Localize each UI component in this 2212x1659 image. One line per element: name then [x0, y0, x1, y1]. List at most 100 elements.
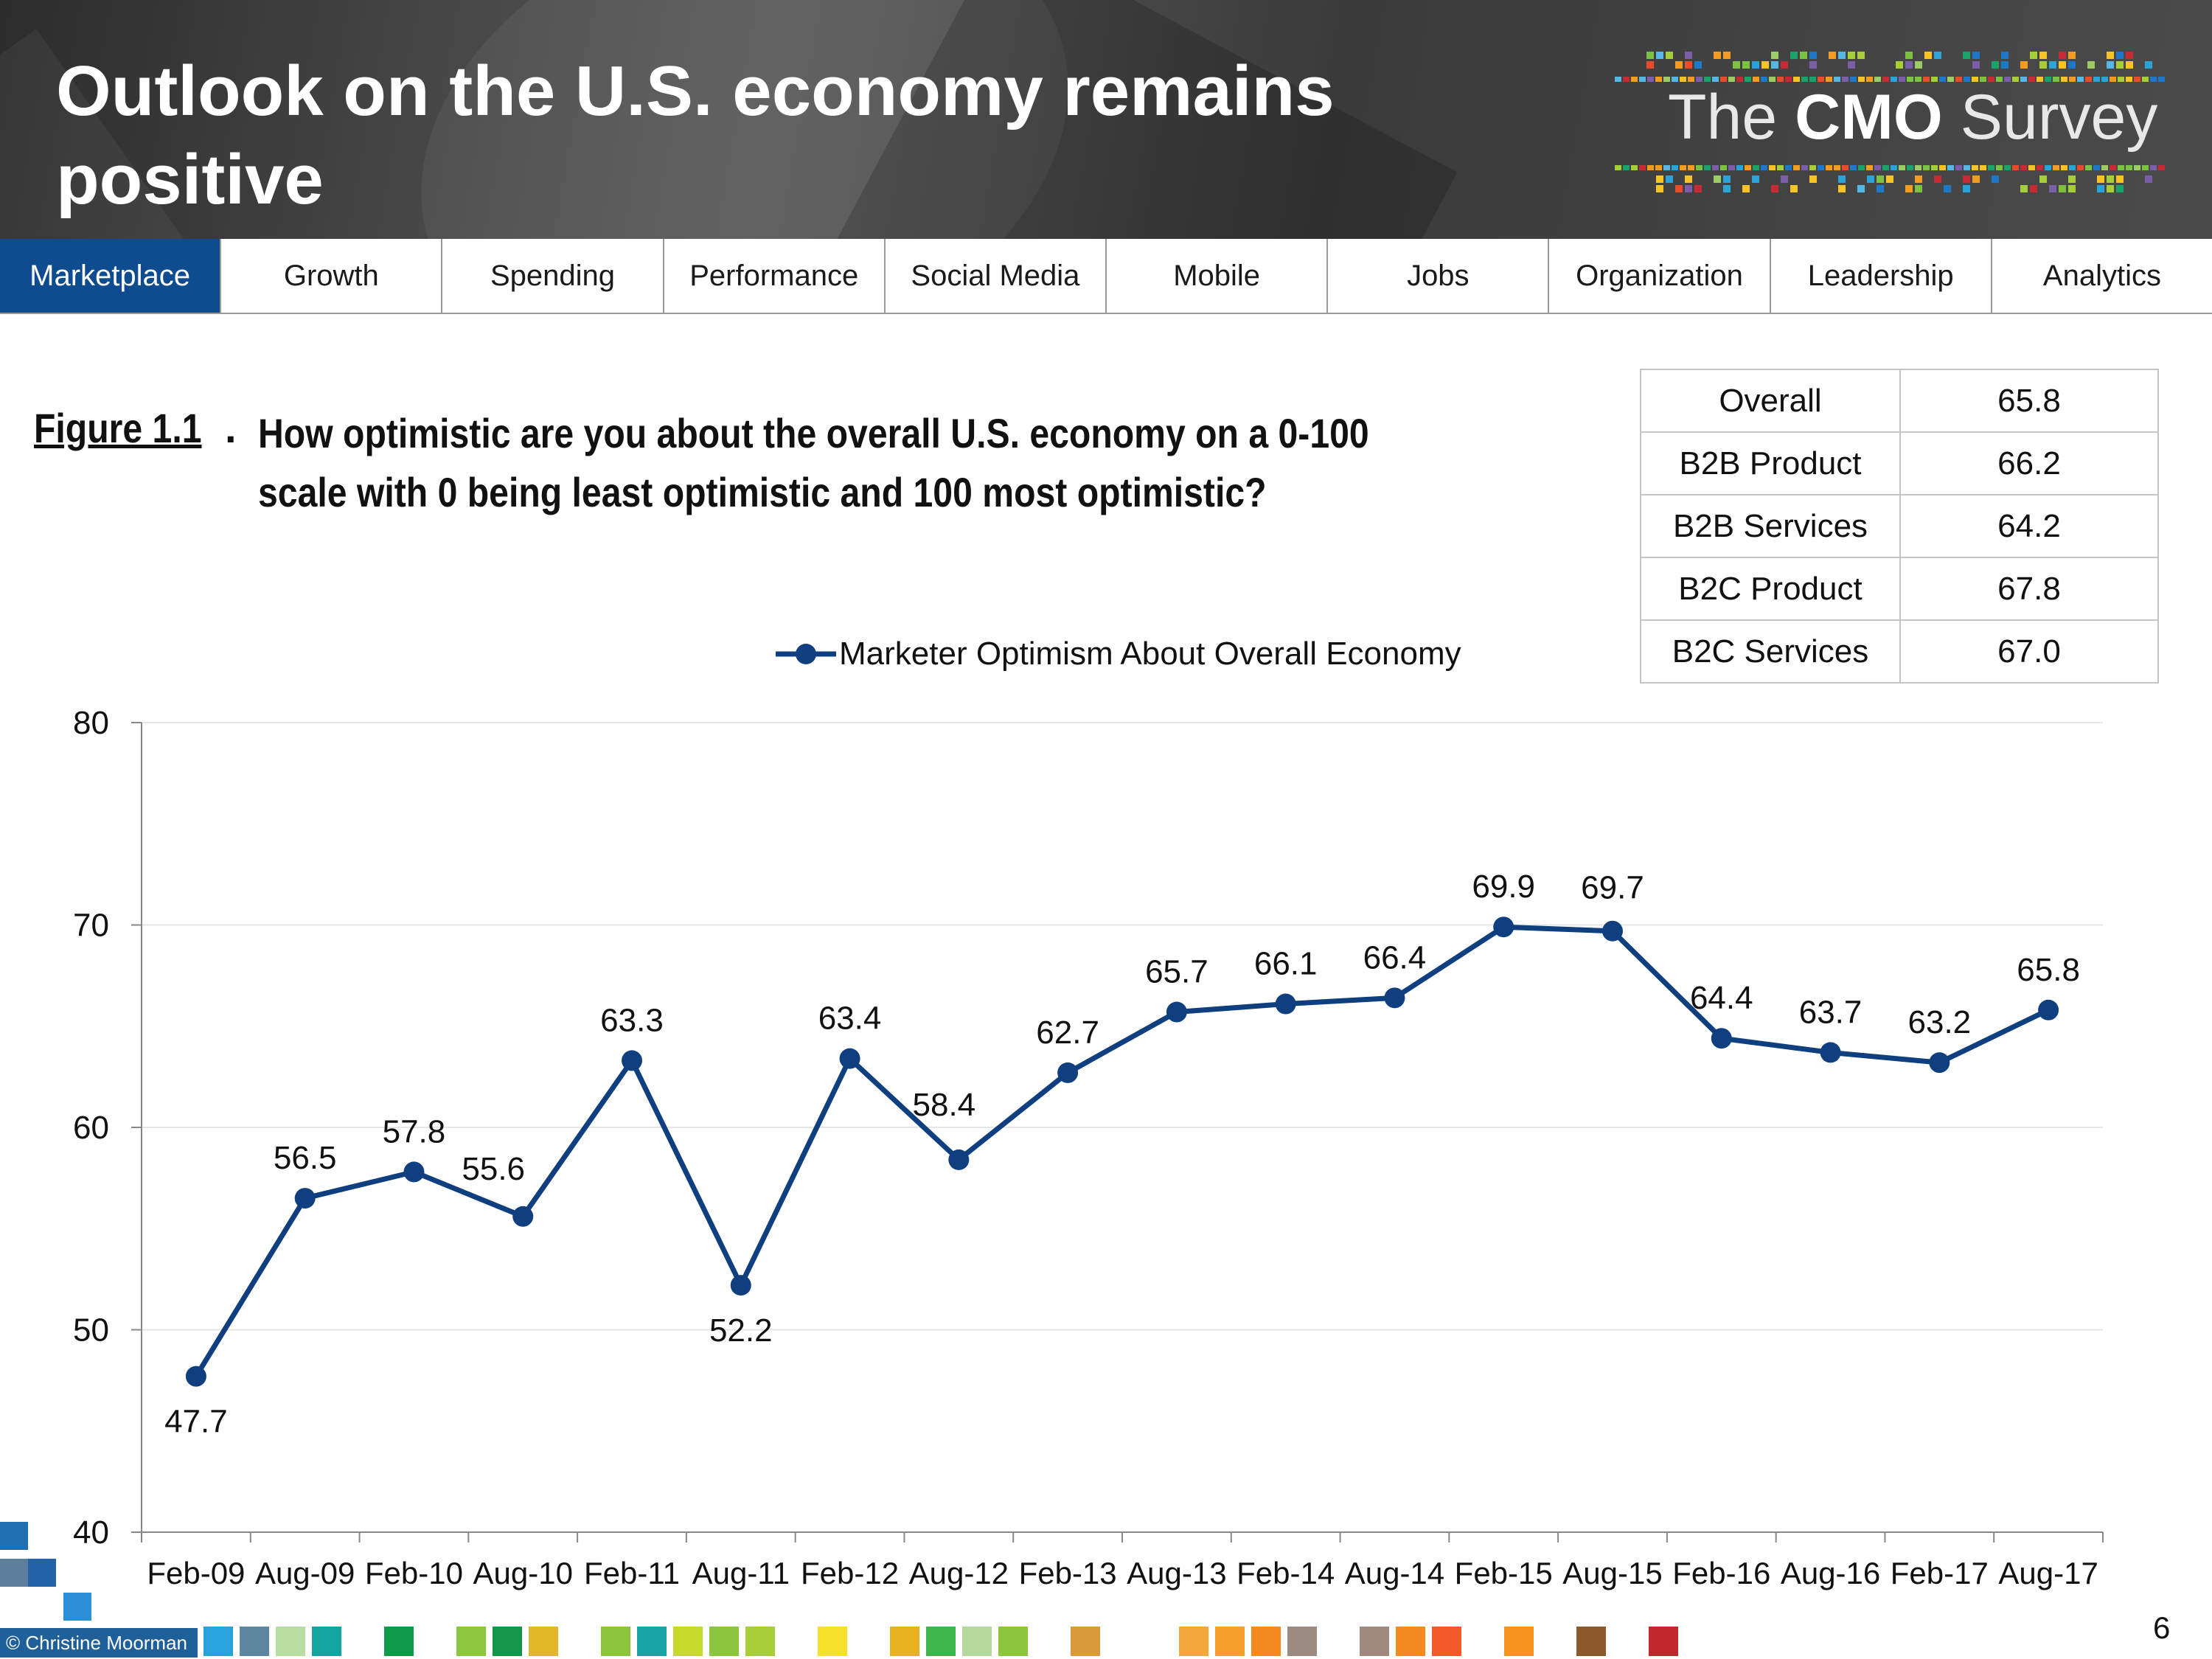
data-point: [185, 1366, 206, 1387]
data-point: [1711, 1028, 1732, 1049]
data-point: [948, 1149, 970, 1170]
figure-label: Figure 1.1: [34, 405, 202, 451]
segment-name: B2B Product: [1640, 431, 1901, 495]
segment-value: 66.2: [1899, 431, 2159, 495]
segment-table: Overall 65.8 B2B Product 66.2 B2B Servic…: [1640, 369, 2159, 684]
page-title: Outlook on the U.S. economy remains posi…: [56, 52, 1335, 219]
data-label: 65.8: [2017, 952, 2080, 988]
data-point: [403, 1161, 425, 1183]
logo-bold: CMO: [1795, 82, 1943, 153]
data-label: 66.1: [1254, 946, 1318, 982]
legend-label: Marketer Optimism About Overall Economy: [839, 636, 1461, 672]
data-point: [2038, 999, 2059, 1020]
table-row: B2C Product 67.8: [1640, 557, 2159, 621]
data-point: [1820, 1042, 1841, 1063]
segment-name: B2C Services: [1640, 619, 1901, 684]
data-label: 63.3: [600, 1002, 664, 1038]
x-tick-label: Feb-10: [365, 1556, 463, 1590]
x-tick-label: Feb-15: [1455, 1556, 1553, 1590]
data-point: [1057, 1062, 1079, 1083]
data-label: 64.4: [1690, 980, 1753, 1016]
tab-organization[interactable]: Organization: [1549, 239, 1771, 313]
tab-growth[interactable]: Growth: [221, 239, 443, 313]
data-label: 63.7: [1799, 994, 1863, 1030]
x-tick-label: Feb-16: [1672, 1556, 1770, 1590]
y-tick-label: 40: [73, 1514, 109, 1551]
x-tick-label: Feb-13: [1019, 1556, 1117, 1590]
table-row: Overall 65.8: [1640, 369, 2159, 433]
data-point: [294, 1188, 316, 1209]
data-point: [1602, 920, 1623, 942]
tab-jobs[interactable]: Jobs: [1328, 239, 1550, 313]
data-point: [1166, 1001, 1187, 1023]
y-tick-label: 50: [73, 1312, 109, 1349]
logo-suffix: Survey: [1960, 82, 2158, 153]
y-tick-label: 70: [73, 908, 109, 944]
header-banner: [0, 0, 2212, 239]
data-point: [1929, 1052, 1950, 1074]
x-tick-label: Aug-10: [473, 1556, 573, 1590]
data-label: 55.6: [462, 1151, 525, 1187]
x-tick-label: Aug-17: [1998, 1556, 2098, 1590]
x-tick-label: Aug-13: [1127, 1556, 1226, 1590]
segment-name: B2C Product: [1640, 557, 1901, 621]
data-point: [512, 1206, 534, 1227]
table-row: B2C Services 67.0: [1640, 619, 2159, 684]
data-label: 58.4: [913, 1087, 976, 1123]
data-label: 63.4: [818, 1001, 882, 1037]
nav-tabs: Marketplace Growth Spending Performance …: [0, 239, 2212, 314]
data-point: [839, 1048, 860, 1069]
segment-name: B2B Services: [1640, 494, 1901, 558]
data-label: 57.8: [383, 1113, 446, 1150]
logo-prefix: The: [1668, 82, 1778, 153]
x-tick-label: Feb-11: [584, 1556, 680, 1590]
x-tick-label: Aug-12: [909, 1556, 1009, 1590]
tab-spending[interactable]: Spending: [442, 239, 664, 313]
segment-name: Overall: [1640, 369, 1901, 433]
tab-leadership[interactable]: Leadership: [1770, 239, 1992, 313]
tab-mobile[interactable]: Mobile: [1107, 239, 1329, 313]
table-row: B2B Product 66.2: [1640, 431, 2159, 495]
data-point: [1275, 993, 1296, 1015]
tab-performance[interactable]: Performance: [664, 239, 886, 313]
logo-wordmark: The CMO Survey: [1668, 81, 2157, 154]
data-point: [730, 1275, 751, 1296]
x-tick-label: Aug-16: [1781, 1556, 1880, 1590]
data-label: 69.9: [1472, 869, 1535, 905]
data-label: 62.7: [1036, 1015, 1099, 1051]
data-point: [622, 1050, 642, 1071]
series-line: [193, 924, 2050, 1378]
copyright-notice: © Christine Moorman: [0, 1628, 198, 1658]
table-row: B2B Services 64.2: [1640, 494, 2159, 558]
data-label: 66.4: [1363, 939, 1427, 975]
tab-social-media[interactable]: Social Media: [885, 239, 1107, 313]
data-label: 65.7: [1145, 954, 1208, 990]
x-tick-label: Feb-12: [801, 1556, 899, 1590]
x-tick-label: Aug-09: [255, 1556, 355, 1590]
x-tick-label: Aug-15: [1562, 1556, 1662, 1590]
data-label: 52.2: [709, 1312, 773, 1349]
tab-analytics[interactable]: Analytics: [1992, 239, 2212, 313]
x-tick-label: Feb-14: [1237, 1556, 1335, 1590]
x-tick-label: Aug-11: [692, 1556, 790, 1590]
segment-value: 67.0: [1899, 619, 2159, 684]
chart-legend: Marketer Optimism About Overall Economy: [773, 636, 1461, 672]
page-number: 6: [2153, 1610, 2171, 1645]
data-label: 69.7: [1581, 870, 1644, 906]
y-tick-label: 60: [73, 1110, 109, 1146]
y-tick-label: 80: [73, 705, 109, 741]
figure-label-period: .: [225, 405, 237, 451]
figure-question: How optimistic are you about the overall…: [258, 410, 1369, 515]
segment-value: 65.8: [1899, 369, 2159, 433]
tab-marketplace[interactable]: Marketplace: [0, 239, 222, 313]
data-label: 56.5: [274, 1140, 337, 1176]
data-point: [1384, 987, 1405, 1009]
data-label: 47.7: [164, 1404, 228, 1440]
x-tick-label: Aug-14: [1345, 1556, 1444, 1590]
x-tick-label: Feb-09: [147, 1556, 245, 1590]
x-tick-label: Feb-17: [1891, 1556, 1989, 1590]
cmo-survey-logo: [1615, 52, 2165, 192]
data-label: 63.2: [1908, 1004, 1972, 1040]
segment-value: 64.2: [1899, 494, 2159, 558]
